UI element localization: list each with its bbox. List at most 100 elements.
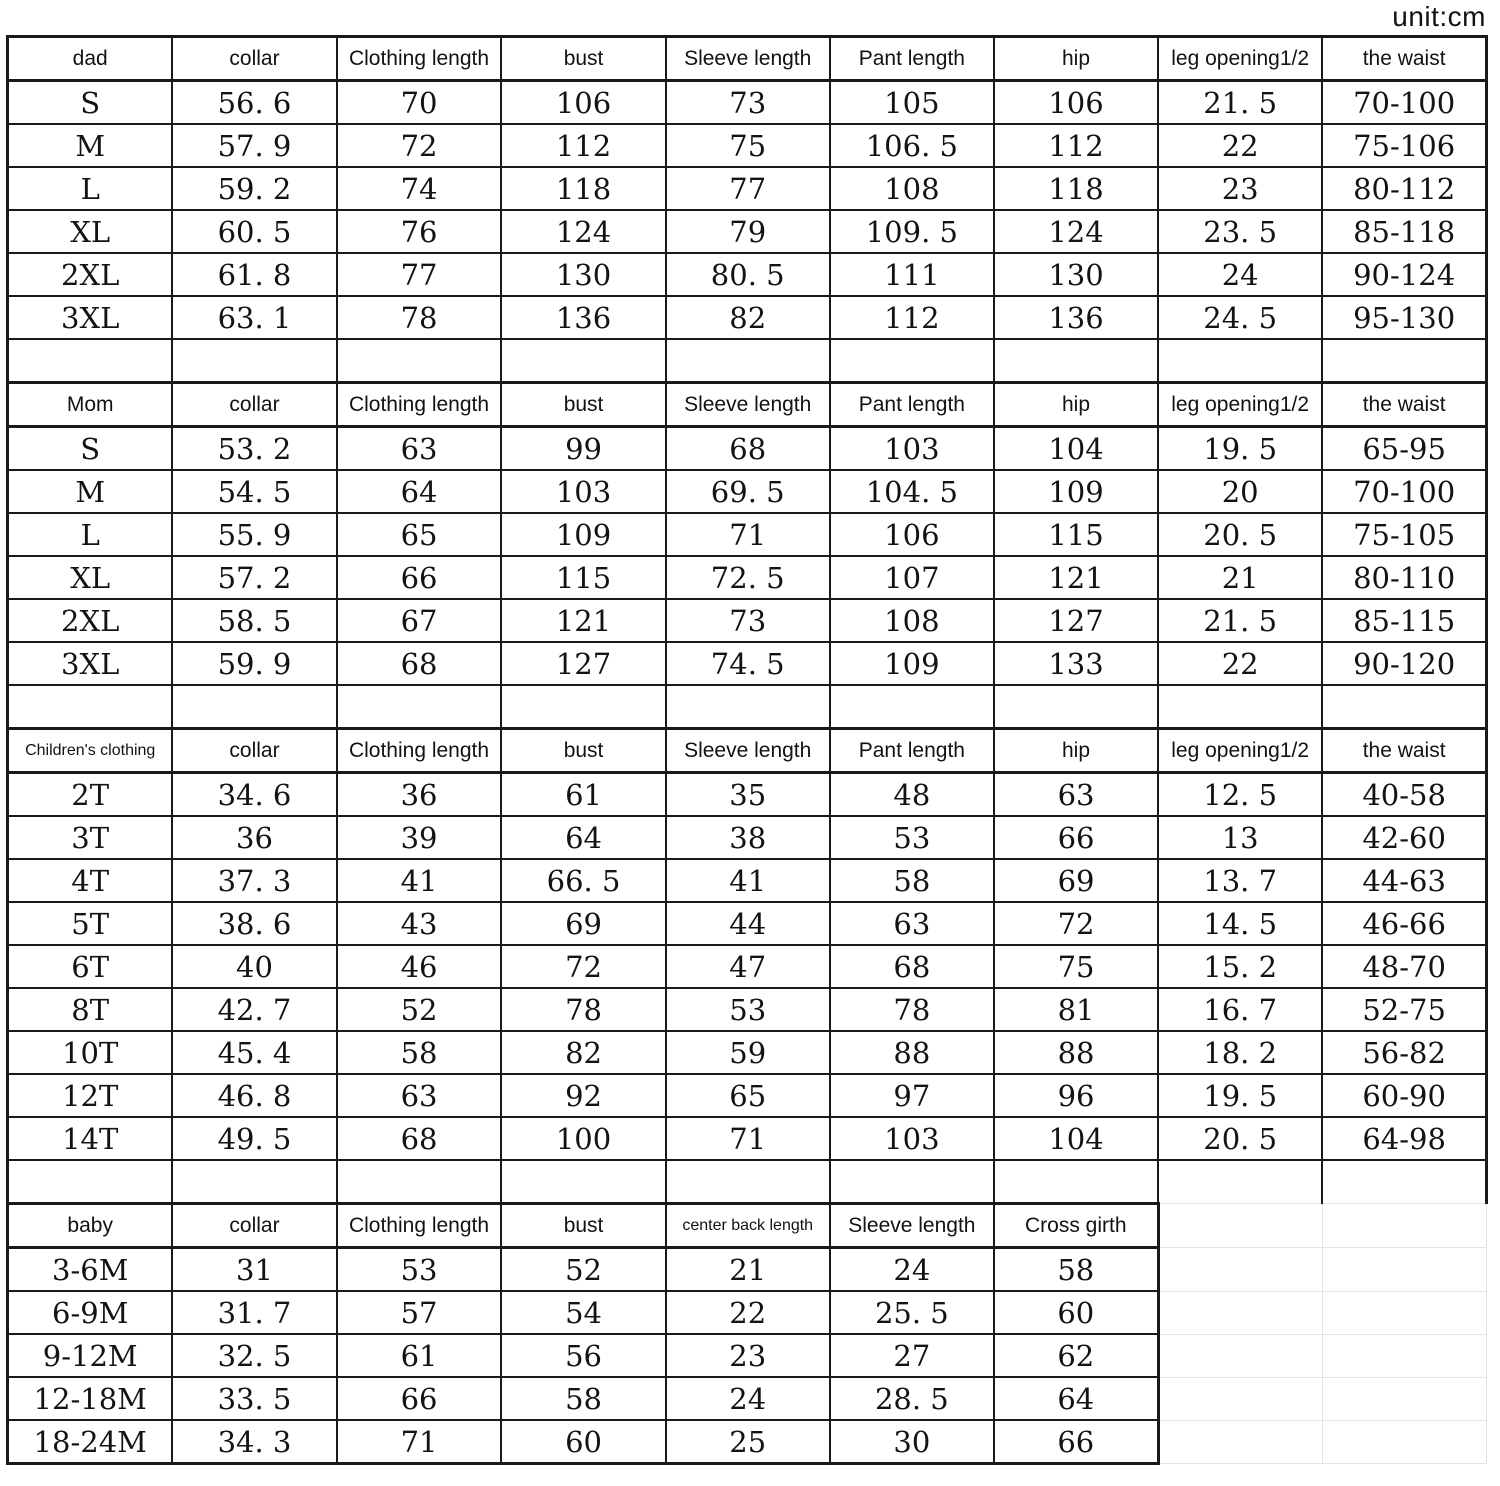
children-2t-bust: 61 [500, 771, 667, 817]
children-3t-collar: 36 [171, 815, 338, 860]
dad-l-hip: 118 [992, 166, 1160, 211]
dad-header-leg-opening1-2: leg opening1/2 [1157, 35, 1324, 82]
baby-18-24m-bust: 60 [500, 1419, 667, 1465]
baby-18-24m-center-back-length: 25 [664, 1419, 831, 1465]
children-14t-leg-opening1-2: 20. 5 [1157, 1116, 1324, 1161]
dad-m-leg-opening1-2: 22 [1157, 123, 1324, 168]
empty-grid-cell [1157, 1247, 1323, 1292]
baby-3-6m-bust: 52 [500, 1246, 667, 1292]
children-10t-size: 10T [6, 1030, 174, 1075]
baby-6-9m-collar: 31. 7 [171, 1290, 338, 1335]
dad-2xl-pant-length: 111 [828, 252, 995, 297]
separator-cell [171, 1159, 338, 1204]
baby-3-6m-sleeve-length: 24 [828, 1246, 995, 1292]
children-10t-pant-length: 88 [828, 1030, 995, 1075]
children-8t-the-waist: 52-75 [1321, 987, 1489, 1032]
children-2t-hip: 63 [992, 771, 1160, 817]
dad-xl-the-waist: 85-118 [1321, 209, 1489, 254]
dad-row-xl: XL 60. 5 76 124 79 109. 5 124 23. 5 85-118 [6, 209, 1489, 254]
children-5t-collar: 38. 6 [171, 901, 338, 946]
baby-12-18m-clothing-length: 66 [335, 1376, 503, 1421]
children-8t-collar: 42. 7 [171, 987, 338, 1032]
mom-l-the-waist: 75-105 [1321, 512, 1489, 557]
separator-cell [1321, 1159, 1489, 1204]
baby-12-18m-collar: 33. 5 [171, 1376, 338, 1421]
separator-cell [1321, 338, 1489, 383]
dad-header-bust: bust [500, 35, 667, 82]
section-children-header-row: Children's clothing collar Clothing length… [6, 727, 1489, 774]
mom-2xl-clothing-length: 67 [335, 598, 503, 643]
children-12t-sleeve-length: 65 [664, 1073, 831, 1118]
baby-12-18m-bust: 58 [500, 1376, 667, 1421]
children-row-14t: 14T 49. 5 68 100 71 103 104 20. 5 64-98 [6, 1116, 1489, 1161]
separator-cell [992, 684, 1160, 729]
mom-3xl-pant-length: 109 [828, 641, 995, 686]
mom-s-size: S [6, 425, 174, 471]
mom-s-leg-opening1-2: 19. 5 [1157, 425, 1324, 471]
mom-3xl-sleeve-length: 74. 5 [664, 641, 831, 686]
children-8t-leg-opening1-2: 16. 7 [1157, 987, 1324, 1032]
mom-s-collar: 53. 2 [171, 425, 338, 471]
unit-label: unit:cm [1392, 1, 1486, 32]
baby-6-9m-size: 6-9M [6, 1290, 174, 1335]
separator-cell [828, 1159, 995, 1204]
separator-cell [171, 338, 338, 383]
children-12t-clothing-length: 63 [335, 1073, 503, 1118]
children-8t-bust: 78 [500, 987, 667, 1032]
mom-xl-bust: 115 [500, 555, 667, 600]
children-2t-pant-length: 48 [828, 771, 995, 817]
baby-6-9m-cross-girth: 60 [992, 1290, 1160, 1335]
children-6t-leg-opening1-2: 15. 2 [1157, 944, 1324, 989]
children-4t-size: 4T [6, 858, 174, 903]
dad-header-clothing-length: Clothing length [335, 35, 503, 82]
children-row-2t: 2T 34. 6 36 61 35 48 63 12. 5 40-58 [6, 771, 1489, 817]
baby-18-24m-size: 18-24M [6, 1419, 174, 1465]
baby-row-3-6m: 3-6M 31 53 52 21 24 58 [6, 1246, 1488, 1292]
dad-3xl-sleeve-length: 82 [664, 295, 831, 340]
children-5t-leg-opening1-2: 14. 5 [1157, 901, 1324, 946]
empty-grid-cell [1157, 1419, 1323, 1464]
children-2t-leg-opening1-2: 12. 5 [1157, 771, 1324, 817]
mom-3xl-the-waist: 90-120 [1321, 641, 1489, 686]
children-5t-clothing-length: 43 [335, 901, 503, 946]
dad-l-sleeve-length: 77 [664, 166, 831, 211]
empty-grid-cell [1321, 1333, 1488, 1378]
children-row-8t: 8T 42. 7 52 78 53 78 81 16. 7 52-75 [6, 987, 1489, 1032]
baby-row-6-9m: 6-9M 31. 7 57 54 22 25. 5 60 [6, 1290, 1488, 1335]
children-12t-size: 12T [6, 1073, 174, 1118]
children-8t-pant-length: 78 [828, 987, 995, 1032]
mom-2xl-bust: 121 [500, 598, 667, 643]
separator-cell [500, 1159, 667, 1204]
baby-3-6m-clothing-length: 53 [335, 1246, 503, 1292]
separator-cell [664, 684, 831, 729]
dad-header-hip: hip [992, 35, 1160, 82]
children-14t-size: 14T [6, 1116, 174, 1161]
children-header-leg-opening1-2: leg opening1/2 [1157, 727, 1324, 774]
mom-row-l: L 55. 9 65 109 71 106 115 20. 5 75-105 [6, 512, 1489, 557]
mom-header-leg-opening1-2: leg opening1/2 [1157, 381, 1324, 428]
mom-3xl-bust: 127 [500, 641, 667, 686]
baby-row-12-18m: 12-18M 33. 5 66 58 24 28. 5 64 [6, 1376, 1488, 1421]
children-5t-sleeve-length: 44 [664, 901, 831, 946]
children-3t-bust: 64 [500, 815, 667, 860]
children-header-collar: collar [171, 727, 338, 774]
children-header-pant-length: Pant length [828, 727, 995, 774]
dad-3xl-collar: 63. 1 [171, 295, 338, 340]
mom-s-sleeve-length: 68 [664, 425, 831, 471]
baby-header-center-back-length: center back length [664, 1202, 831, 1249]
mom-header-collar: collar [171, 381, 338, 428]
dad-m-sleeve-length: 75 [664, 123, 831, 168]
children-10t-collar: 45. 4 [171, 1030, 338, 1075]
mom-row-xl: XL 57. 2 66 115 72. 5 107 121 21 80-110 [6, 555, 1489, 600]
mom-row-3xl: 3XL 59. 9 68 127 74. 5 109 133 22 90-120 [6, 641, 1489, 686]
dad-l-the-waist: 80-112 [1321, 166, 1489, 211]
baby-18-24m-sleeve-length: 30 [828, 1419, 995, 1465]
dad-xl-sleeve-length: 79 [664, 209, 831, 254]
dad-2xl-clothing-length: 77 [335, 252, 503, 297]
size-chart-body: dad collar Clothing length bust Sleeve lengt… [6, 35, 1489, 1465]
mom-m-size: M [6, 469, 174, 514]
baby-9-12m-bust: 56 [500, 1333, 667, 1378]
dad-row-2xl: 2XL 61. 8 77 130 80. 5 111 130 24 90-124 [6, 252, 1489, 297]
children-row-5t: 5T 38. 6 43 69 44 63 72 14. 5 46-66 [6, 901, 1489, 946]
